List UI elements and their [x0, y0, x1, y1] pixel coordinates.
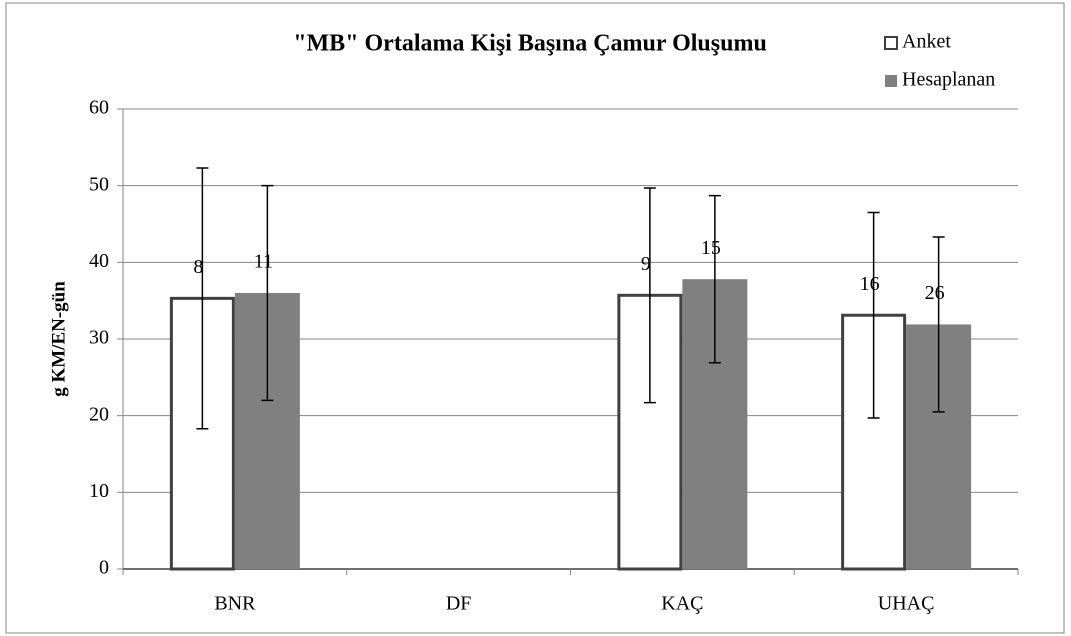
y-tick-label: 60 [89, 97, 109, 119]
error-bar [643, 187, 656, 404]
legend-swatch [884, 36, 898, 50]
error-bar [196, 167, 209, 430]
x-tick-label: DF [446, 593, 472, 615]
y-tick-label: 40 [89, 250, 109, 272]
error-bar [867, 211, 880, 419]
data-label: 11 [254, 251, 273, 273]
y-tick-label: 20 [89, 403, 109, 425]
error-bar [708, 194, 721, 364]
legend-swatch [885, 75, 897, 87]
legend-label: Anket [902, 31, 951, 53]
error-bar [261, 184, 274, 402]
error-bar [932, 236, 945, 413]
x-tick-label: BNR [214, 593, 256, 615]
legend-label: Hesaplanan [902, 69, 995, 91]
data-label: 15 [701, 237, 721, 259]
data-label: 9 [641, 253, 651, 275]
y-tick-label: 10 [89, 480, 109, 502]
y-tick-label: 50 [89, 173, 109, 195]
chart-title: "MB" Ortalama Kişi Başına Çamur Oluşumu [293, 31, 767, 57]
data-label: 8 [193, 256, 203, 278]
x-tick-label: KAÇ [661, 593, 703, 615]
y-tick-label: 30 [89, 327, 109, 349]
x-tick-label: UHAÇ [878, 593, 935, 615]
y-axis-label: g KM/EN-gün [48, 281, 69, 397]
data-label: 16 [860, 273, 880, 295]
y-tick-label: 0 [99, 557, 109, 579]
data-label: 26 [925, 282, 945, 304]
